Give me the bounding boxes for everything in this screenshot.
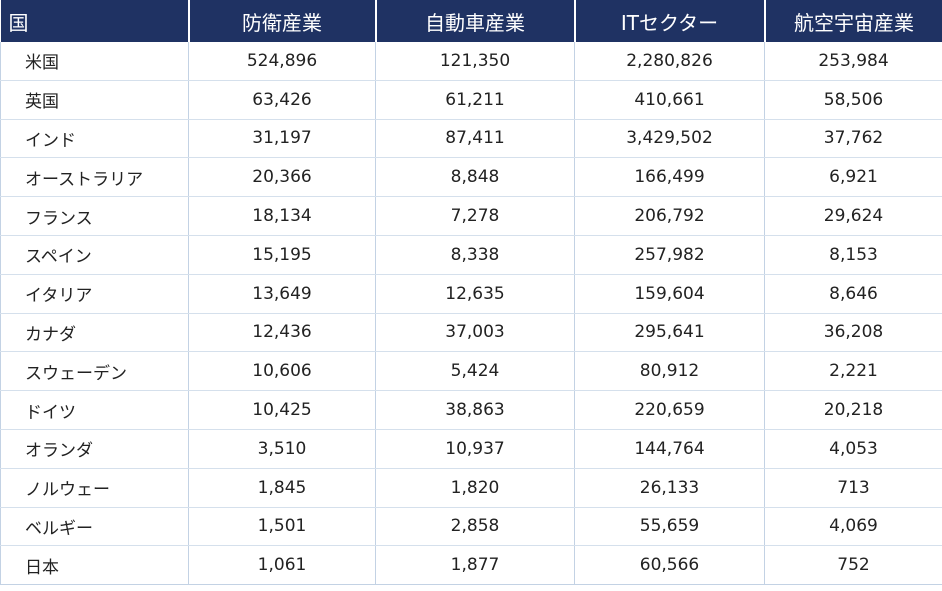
cell-aerospace: 253,984	[764, 42, 942, 81]
cell-aerospace: 6,921	[764, 157, 942, 198]
cell-aerospace: 4,053	[764, 429, 942, 469]
cell-country: フランス	[0, 196, 189, 236]
cell-it-sector: 257,982	[574, 235, 765, 275]
cell-country: カナダ	[0, 313, 189, 353]
header-defense: 防衛産業	[188, 0, 377, 42]
cell-automotive: 5,424	[375, 351, 575, 392]
cell-country: オーストラリア	[0, 157, 189, 198]
table-row: 米国 524,896 121,350 2,280,826 253,984	[0, 42, 942, 81]
cell-automotive: 87,411	[375, 119, 575, 159]
table-row: 英国 63,426 61,211 410,661 58,506	[0, 80, 942, 120]
cell-automotive: 8,848	[375, 157, 575, 198]
cell-automotive: 10,937	[375, 429, 575, 469]
cell-aerospace: 4,069	[764, 507, 942, 547]
table-body: 米国 524,896 121,350 2,280,826 253,984 英国 63,426…	[0, 42, 942, 586]
cell-defense: 524,896	[188, 42, 376, 81]
cell-aerospace: 29,624	[764, 196, 942, 236]
cell-country: 米国	[0, 42, 189, 81]
cell-automotive: 12,635	[375, 274, 575, 314]
table-row: ベルギー 1,501 2,858 55,659 4,069	[0, 507, 942, 547]
table-row: オランダ 3,510 10,937 144,764 4,053	[0, 429, 942, 469]
cell-aerospace: 2,221	[764, 351, 942, 392]
cell-automotive: 38,863	[375, 390, 575, 430]
table-row: インド 31,197 87,411 3,429,502 37,762	[0, 119, 942, 159]
cell-defense: 31,197	[188, 119, 376, 159]
cell-it-sector: 55,659	[574, 507, 765, 547]
cell-it-sector: 410,661	[574, 80, 765, 120]
cell-it-sector: 144,764	[574, 429, 765, 469]
header-it-sector: ITセクター	[574, 0, 766, 42]
header-automotive: 自動車産業	[375, 0, 576, 42]
cell-aerospace: 8,153	[764, 235, 942, 275]
table-row: 日本 1,061 1,877 60,566 752	[0, 545, 942, 586]
cell-country: 日本	[0, 545, 189, 586]
cell-it-sector: 295,641	[574, 313, 765, 353]
cell-defense: 3,510	[188, 429, 376, 469]
cell-automotive: 121,350	[375, 42, 575, 81]
cell-automotive: 1,820	[375, 468, 575, 508]
cell-defense: 10,425	[188, 390, 376, 430]
table-row: フランス 18,134 7,278 206,792 29,624	[0, 196, 942, 236]
cell-it-sector: 206,792	[574, 196, 765, 236]
cell-defense: 63,426	[188, 80, 376, 120]
cell-defense: 1,501	[188, 507, 376, 547]
cell-automotive: 2,858	[375, 507, 575, 547]
cell-defense: 18,134	[188, 196, 376, 236]
header-row: 国 防衛産業 自動車産業 ITセクター 航空宇宙産業	[0, 0, 942, 42]
cell-aerospace: 713	[764, 468, 942, 508]
cell-country: ドイツ	[0, 390, 189, 430]
cell-country: インド	[0, 119, 189, 159]
cell-automotive: 37,003	[375, 313, 575, 353]
table-row: カナダ 12,436 37,003 295,641 36,208	[0, 313, 942, 353]
cell-it-sector: 2,280,826	[574, 42, 765, 81]
cell-it-sector: 80,912	[574, 351, 765, 392]
cell-it-sector: 3,429,502	[574, 119, 765, 159]
cell-defense: 1,061	[188, 545, 376, 586]
cell-aerospace: 20,218	[764, 390, 942, 430]
header-country: 国	[0, 0, 190, 42]
cell-it-sector: 60,566	[574, 545, 765, 586]
cell-it-sector: 26,133	[574, 468, 765, 508]
table-row: ドイツ 10,425 38,863 220,659 20,218	[0, 390, 942, 430]
table-row: スペイン 15,195 8,338 257,982 8,153	[0, 235, 942, 275]
cell-aerospace: 37,762	[764, 119, 942, 159]
cell-aerospace: 8,646	[764, 274, 942, 314]
table-row: イタリア 13,649 12,635 159,604 8,646	[0, 274, 942, 314]
cell-defense: 15,195	[188, 235, 376, 275]
cell-country: 英国	[0, 80, 189, 120]
cell-aerospace: 752	[764, 545, 942, 586]
cell-defense: 13,649	[188, 274, 376, 314]
cell-country: イタリア	[0, 274, 189, 314]
cell-aerospace: 58,506	[764, 80, 942, 120]
cell-defense: 12,436	[188, 313, 376, 353]
cell-defense: 1,845	[188, 468, 376, 508]
cell-defense: 10,606	[188, 351, 376, 392]
cell-it-sector: 220,659	[574, 390, 765, 430]
cell-aerospace: 36,208	[764, 313, 942, 353]
table-row: スウェーデン 10,606 5,424 80,912 2,221	[0, 351, 942, 392]
cell-automotive: 1,877	[375, 545, 575, 586]
header-aerospace: 航空宇宙産業	[764, 0, 942, 42]
cell-automotive: 61,211	[375, 80, 575, 120]
cell-it-sector: 166,499	[574, 157, 765, 198]
table-row: ノルウェー 1,845 1,820 26,133 713	[0, 468, 942, 508]
table-header: 国 防衛産業 自動車産業 ITセクター 航空宇宙産業	[0, 0, 942, 42]
cell-country: スペイン	[0, 235, 189, 275]
cell-country: ベルギー	[0, 507, 189, 547]
cell-defense: 20,366	[188, 157, 376, 198]
cell-country: オランダ	[0, 429, 189, 469]
cell-country: ノルウェー	[0, 468, 189, 508]
cell-automotive: 7,278	[375, 196, 575, 236]
cell-automotive: 8,338	[375, 235, 575, 275]
cell-it-sector: 159,604	[574, 274, 765, 314]
table-row: オーストラリア 20,366 8,848 166,499 6,921	[0, 157, 942, 198]
cell-country: スウェーデン	[0, 351, 189, 392]
